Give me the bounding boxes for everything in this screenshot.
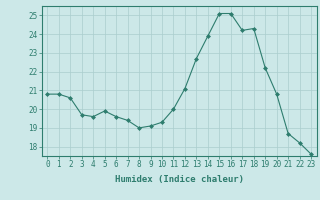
X-axis label: Humidex (Indice chaleur): Humidex (Indice chaleur) (115, 175, 244, 184)
